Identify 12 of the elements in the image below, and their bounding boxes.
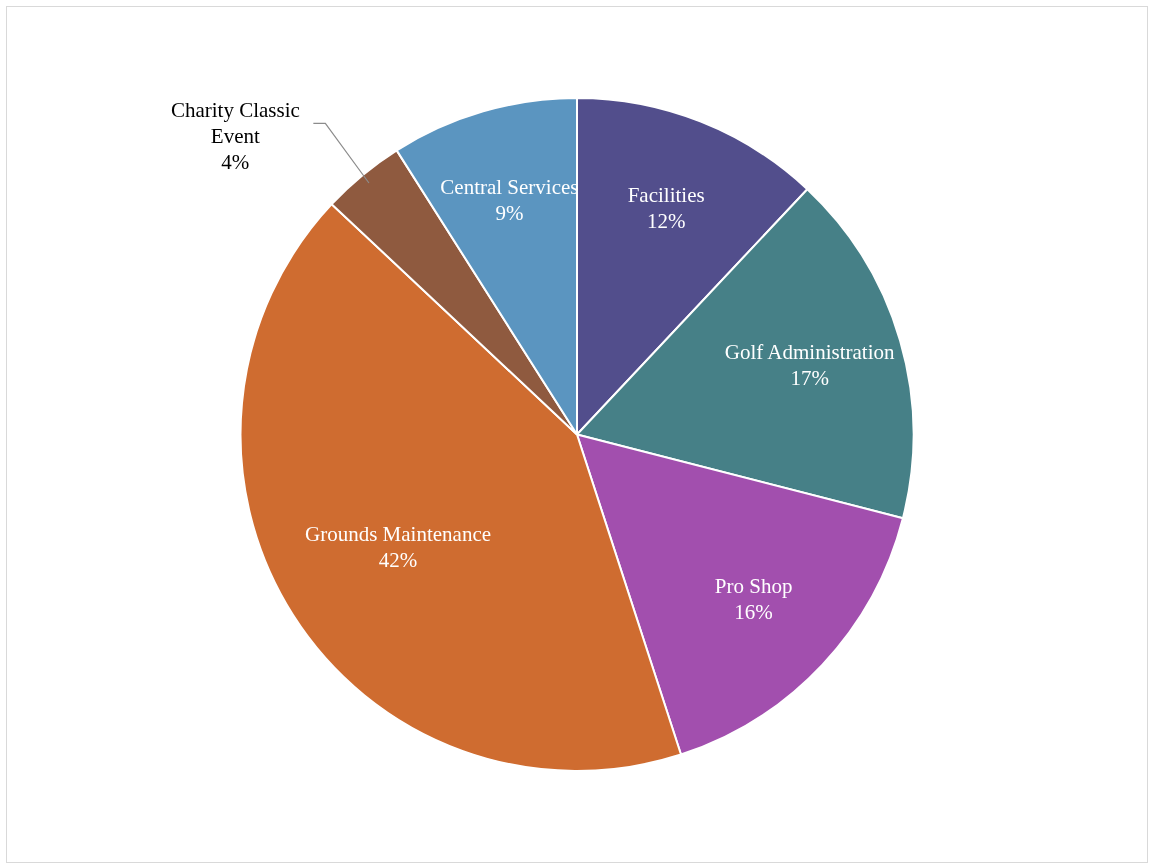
data-label: 42% [378, 547, 418, 572]
slice-label: Pro Shop [714, 573, 793, 598]
data-label: 9% [495, 201, 524, 226]
slice-label: Central Services [440, 175, 579, 200]
data-label: 16% [734, 599, 773, 624]
data-label: 17% [790, 366, 829, 391]
slice-label: Grounds Maintenance [304, 521, 492, 546]
slice-label: Charity Classic Event [170, 97, 300, 148]
slice-label: Golf Administration [724, 340, 896, 365]
data-label: 4% [221, 149, 250, 174]
data-label: 12% [646, 208, 686, 233]
slice-label: Facilities [627, 182, 705, 207]
